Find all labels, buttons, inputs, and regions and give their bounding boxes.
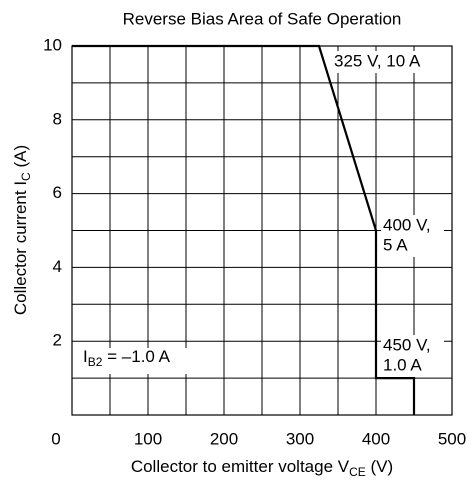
x-tick-label: 0	[51, 429, 60, 448]
x-tick-label: 500	[438, 429, 466, 448]
annotation-background	[80, 348, 194, 374]
annotation: 450 V,	[383, 335, 431, 354]
x-axis-label: Collector to emitter voltage VCE (V)	[131, 457, 393, 479]
annotation-background	[332, 51, 443, 73]
y-axis-label-part: Collector current I	[11, 181, 30, 315]
x-tick-label: 200	[210, 429, 238, 448]
x-tick-label: 100	[134, 429, 162, 448]
annotation-background	[381, 335, 444, 377]
x-tick-label: 400	[362, 429, 390, 448]
x-axis-label-part: Collector to emitter voltage V	[131, 457, 350, 476]
y-tick-label: 2	[53, 331, 62, 350]
x-axis-label-part: CE	[349, 465, 366, 479]
y-tick-label: 4	[53, 257, 62, 276]
y-axis-label-part: (A)	[11, 145, 30, 172]
annotation-part: = –1.0 A	[102, 347, 170, 366]
annotation: 5 A	[383, 235, 408, 254]
data-line	[72, 44, 416, 415]
annotation-part: I	[83, 347, 88, 366]
x-axis-label-part: (V)	[366, 457, 393, 476]
annotation-background	[381, 215, 444, 257]
chart-title: Reverse Bias Area of Safe Operation	[123, 9, 402, 28]
annotation: 325 V, 10 A	[334, 51, 421, 70]
annotation-part: B2	[88, 355, 103, 369]
y-axis-label: Collector current IC (A)	[11, 145, 33, 315]
y-tick-label: 10	[43, 35, 62, 54]
annotation: 1.0 A	[383, 355, 422, 374]
y-axis-label-part: C	[19, 172, 33, 181]
annotation: IB2 = –1.0 A	[83, 347, 171, 369]
annotation: 400 V,	[383, 215, 431, 234]
y-tick-label: 6	[53, 183, 62, 202]
y-tick-label: 8	[53, 109, 62, 128]
x-tick-label: 300	[286, 429, 314, 448]
